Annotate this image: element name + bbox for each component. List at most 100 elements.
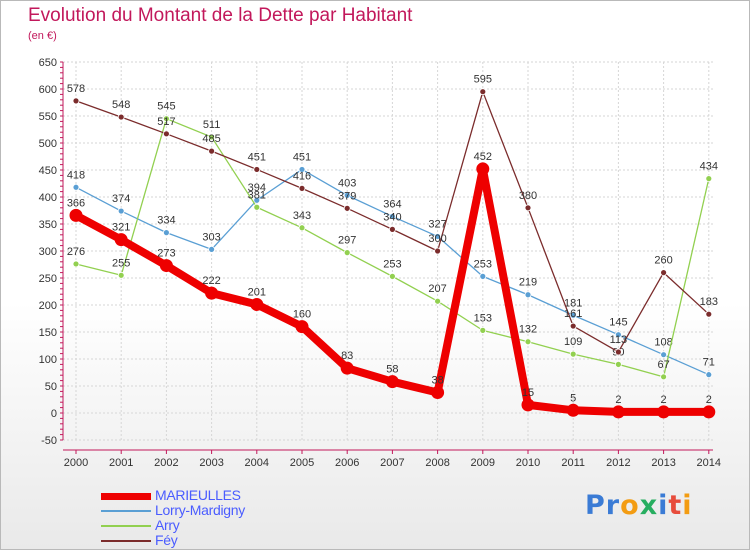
data-point-marieulles — [611, 405, 625, 419]
y-tick-label: 300 — [39, 246, 57, 258]
legend-item-lorry-mardigny: Lorry-Mardigny — [101, 502, 421, 518]
data-point-arry — [388, 272, 396, 280]
data-point-f-y — [434, 247, 442, 255]
data-label-f-y: 451 — [248, 151, 266, 163]
data-point-marieulles — [205, 286, 219, 300]
line-chart: -50 0 50 100 150 200 250 300 350 400 450 500 550 600 6… — [39, 57, 721, 469]
logo-letter: r — [605, 490, 621, 521]
legend: MARIEULLES Lorry-Mardigny Arry Féy — [101, 487, 421, 548]
y-tick-label: -50 — [41, 435, 57, 447]
data-point-marieulles — [159, 259, 173, 273]
data-point-arry — [705, 175, 713, 183]
data-label-arry: 276 — [67, 246, 85, 258]
x-tick-label: 2004 — [245, 457, 269, 469]
data-label-marieulles: 452 — [474, 151, 492, 163]
data-point-lorry-mardigny — [162, 229, 170, 237]
data-point-f-y — [298, 184, 306, 192]
data-label-f-y: 416 — [293, 170, 311, 182]
data-point-marieulles — [385, 375, 399, 389]
logo-letter: o — [620, 490, 640, 521]
data-label-lorry-mardigny: 394 — [248, 182, 266, 194]
data-point-f-y — [388, 225, 396, 233]
data-label-marieulles: 5 — [570, 392, 576, 404]
data-label-arry: 132 — [519, 324, 537, 336]
x-tick-label: 2003 — [199, 457, 223, 469]
chart-title: Evolution du Montant de la Dette par Hab… — [28, 5, 413, 26]
x-tick-label: 2006 — [335, 457, 359, 469]
data-label-marieulles: 2 — [706, 394, 712, 406]
data-point-marieulles — [69, 208, 83, 222]
data-point-f-y — [117, 113, 125, 121]
legend-label-lorry-mardigny: Lorry-Mardigny — [155, 502, 245, 518]
data-label-f-y: 548 — [112, 99, 130, 111]
data-point-lorry-mardigny — [343, 191, 351, 199]
y-tick-label: 650 — [39, 57, 57, 69]
data-label-marieulles: 321 — [112, 222, 130, 234]
y-tick-label: 400 — [39, 192, 57, 204]
x-tick-label: 2011 — [561, 457, 585, 469]
data-point-arry — [524, 338, 532, 346]
legend-item-arry: Arry — [101, 517, 421, 533]
legend-swatch-lorry-mardigny — [101, 510, 151, 512]
data-point-arry — [660, 373, 667, 381]
data-label-f-y: 485 — [202, 133, 220, 145]
data-point-marieulles — [657, 405, 671, 419]
logo-letter: i — [658, 490, 669, 521]
data-point-lorry-mardigny — [569, 311, 577, 319]
x-tick-label: 2007 — [380, 457, 404, 469]
data-label-marieulles: 222 — [202, 275, 220, 287]
data-label-arry: 343 — [293, 210, 311, 222]
data-point-arry — [479, 326, 487, 334]
y-tick-label: 500 — [39, 138, 57, 150]
logo-letter: x — [639, 490, 659, 521]
x-tick-label: 2001 — [109, 457, 133, 469]
data-point-f-y — [569, 322, 577, 330]
data-label-marieulles: 273 — [157, 248, 175, 260]
data-point-f-y — [72, 97, 80, 105]
data-point-f-y — [162, 130, 170, 138]
data-label-marieulles: 201 — [248, 286, 266, 298]
y-tick-label: 250 — [39, 273, 57, 285]
y-tick-label: 50 — [45, 381, 57, 393]
data-label-arry: 381 — [248, 189, 266, 201]
data-label-arry: 109 — [564, 336, 582, 348]
data-label-arry: 297 — [338, 235, 356, 247]
data-point-lorry-mardigny — [208, 245, 216, 253]
x-tick-label: 2009 — [471, 457, 495, 469]
legend-label-arry: Arry — [155, 517, 180, 533]
data-label-arry: 153 — [474, 312, 492, 324]
data-point-lorry-mardigny — [388, 213, 396, 220]
data-point-marieulles — [431, 385, 445, 399]
data-label-lorry-mardigny: 71 — [703, 357, 715, 369]
data-point-marieulles — [250, 297, 264, 311]
data-label-marieulles: 2 — [615, 394, 621, 406]
data-point-marieulles — [566, 403, 580, 417]
data-label-arry: 255 — [112, 257, 130, 269]
data-point-arry — [615, 360, 622, 368]
data-label-f-y: 161 — [564, 308, 582, 320]
data-point-arry — [72, 260, 80, 268]
data-point-arry — [343, 249, 351, 257]
data-point-f-y — [524, 204, 532, 212]
data-label-lorry-mardigny: 374 — [112, 193, 130, 205]
data-point-marieulles — [521, 398, 535, 412]
data-point-arry — [117, 271, 125, 279]
legend-swatch-arry — [101, 525, 151, 527]
y-tick-label: 450 — [39, 165, 57, 177]
data-point-lorry-mardigny — [298, 166, 306, 173]
x-tick-label: 2000 — [64, 457, 88, 469]
y-tick-label: 200 — [39, 300, 57, 312]
data-label-lorry-mardigny: 451 — [293, 151, 311, 163]
x-tick-label: 2013 — [651, 457, 675, 469]
data-label-lorry-mardigny: 364 — [383, 198, 401, 210]
data-point-f-y — [705, 310, 713, 318]
logo-letter: t — [668, 490, 683, 521]
x-tick-label: 2002 — [154, 457, 178, 469]
data-point-arry — [162, 115, 170, 123]
data-point-arry — [208, 133, 216, 141]
data-label-lorry-mardigny: 108 — [654, 337, 672, 349]
data-point-arry — [434, 297, 442, 305]
y-tick-label: 550 — [39, 111, 57, 123]
data-point-marieulles — [476, 162, 490, 176]
